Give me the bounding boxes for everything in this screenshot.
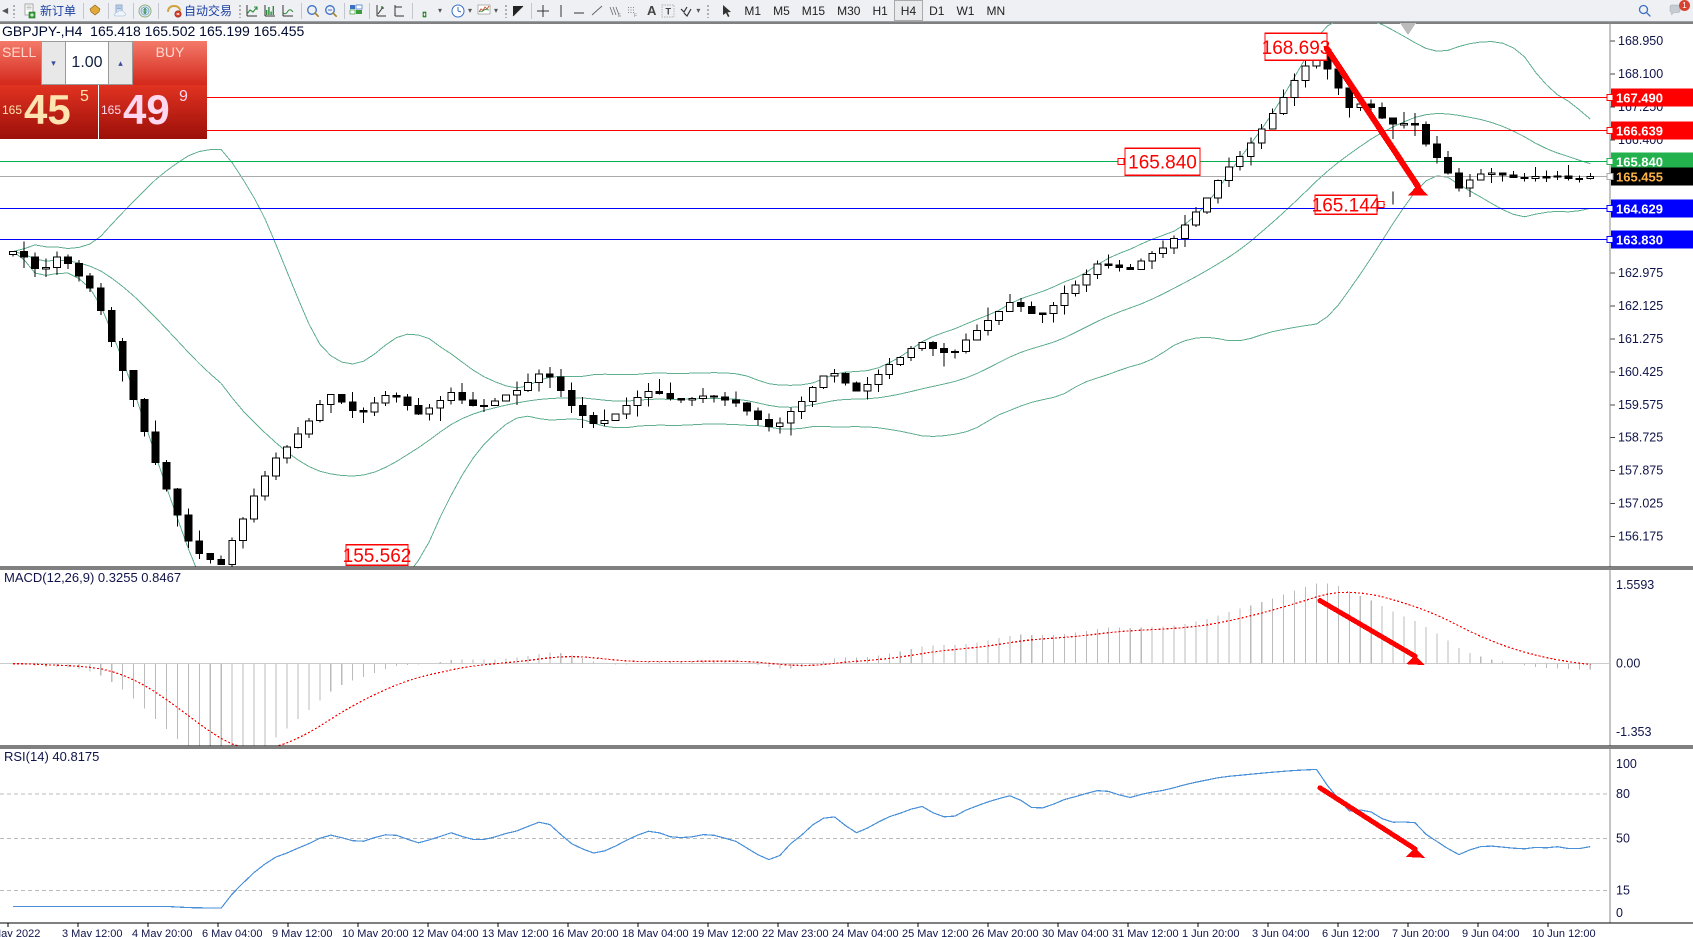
svg-text:30 May 04:00: 30 May 04:00 xyxy=(1042,928,1109,937)
svg-text:0.00: 0.00 xyxy=(1616,657,1640,671)
svg-text:F: F xyxy=(634,13,637,19)
svg-text:158.725: 158.725 xyxy=(1618,431,1663,445)
svg-text:6 Jun 12:00: 6 Jun 12:00 xyxy=(1322,928,1380,937)
svg-text:16 May 20:00: 16 May 20:00 xyxy=(552,928,619,937)
svg-text:MACD(12,26,9) 0.3255 0.8467: MACD(12,26,9) 0.3255 0.8467 xyxy=(4,570,181,585)
svg-text:168.100: 168.100 xyxy=(1618,67,1663,81)
svg-text:7 Jun 20:00: 7 Jun 20:00 xyxy=(1392,928,1450,937)
svg-text:168.950: 168.950 xyxy=(1618,34,1663,48)
svg-text:159.575: 159.575 xyxy=(1618,398,1663,412)
svg-text:165.840: 165.840 xyxy=(1128,153,1197,174)
svg-text:10 May 20:00: 10 May 20:00 xyxy=(342,928,409,937)
svg-text:15: 15 xyxy=(1616,884,1630,898)
svg-text:10 Jun 12:00: 10 Jun 12:00 xyxy=(1532,928,1596,937)
svg-text:18 May 04:00: 18 May 04:00 xyxy=(622,928,689,937)
svg-text:13 May 12:00: 13 May 12:00 xyxy=(482,928,549,937)
svg-text:162.975: 162.975 xyxy=(1618,266,1663,280)
svg-text:31 May 12:00: 31 May 12:00 xyxy=(1112,928,1179,937)
svg-text:E: E xyxy=(618,13,622,19)
svg-text:1 Jun 20:00: 1 Jun 20:00 xyxy=(1182,928,1240,937)
svg-text:26 May 20:00: 26 May 20:00 xyxy=(972,928,1039,937)
svg-text:RSI(14) 40.8175: RSI(14) 40.8175 xyxy=(4,749,99,764)
svg-text:165.144: 165.144 xyxy=(1312,196,1381,217)
svg-text:165.455: 165.455 xyxy=(1616,170,1663,185)
svg-text:0: 0 xyxy=(1616,906,1623,920)
svg-text:4 May 20:00: 4 May 20:00 xyxy=(132,928,193,937)
svg-text:100: 100 xyxy=(1616,757,1637,771)
svg-text:25 May 12:00: 25 May 12:00 xyxy=(902,928,969,937)
svg-text:157.875: 157.875 xyxy=(1618,464,1663,478)
svg-text:May 2022: May 2022 xyxy=(0,928,40,937)
svg-text:163.830: 163.830 xyxy=(1616,233,1663,248)
svg-text:6 May 04:00: 6 May 04:00 xyxy=(202,928,263,937)
svg-text:T: T xyxy=(666,6,672,16)
svg-text:9 May 12:00: 9 May 12:00 xyxy=(272,928,333,937)
svg-text:24 May 04:00: 24 May 04:00 xyxy=(832,928,899,937)
svg-text:80: 80 xyxy=(1616,787,1630,801)
svg-text:165.840: 165.840 xyxy=(1616,155,1663,170)
svg-text:161.275: 161.275 xyxy=(1618,332,1663,346)
svg-text:167.490: 167.490 xyxy=(1616,91,1663,106)
svg-text:164.629: 164.629 xyxy=(1616,202,1663,217)
svg-text:160.425: 160.425 xyxy=(1618,365,1663,379)
svg-text:156.175: 156.175 xyxy=(1618,530,1663,544)
svg-text:1.5593: 1.5593 xyxy=(1616,578,1654,592)
svg-text:162.125: 162.125 xyxy=(1618,299,1663,313)
svg-text:157.025: 157.025 xyxy=(1618,497,1663,511)
svg-text:3 May 12:00: 3 May 12:00 xyxy=(62,928,123,937)
svg-text:-1.353: -1.353 xyxy=(1616,725,1651,739)
svg-text:22 May 23:00: 22 May 23:00 xyxy=(762,928,829,937)
svg-text:50: 50 xyxy=(1616,832,1630,846)
svg-text:19 May 12:00: 19 May 12:00 xyxy=(692,928,759,937)
svg-text:3 Jun 04:00: 3 Jun 04:00 xyxy=(1252,928,1310,937)
svg-text:9 Jun 04:00: 9 Jun 04:00 xyxy=(1462,928,1520,937)
svg-text:12 May 04:00: 12 May 04:00 xyxy=(412,928,479,937)
svg-text:155.562: 155.562 xyxy=(343,546,412,567)
svg-text:166.639: 166.639 xyxy=(1616,124,1663,139)
svg-text:168.693: 168.693 xyxy=(1262,38,1331,59)
